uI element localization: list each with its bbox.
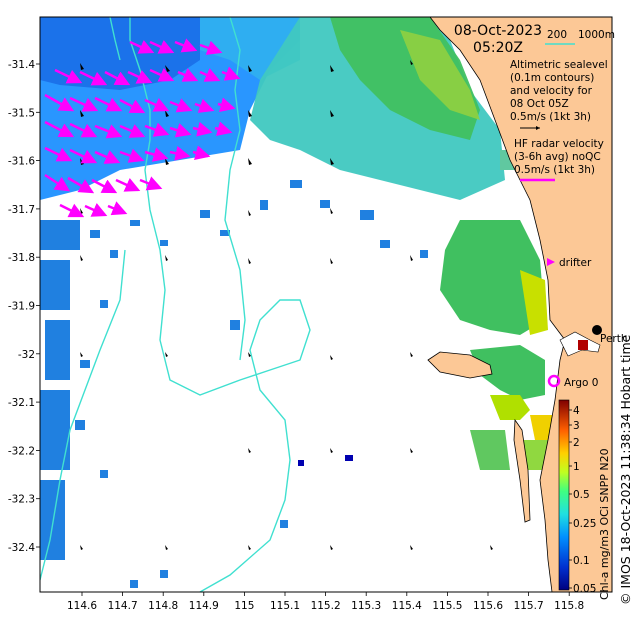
hf-legend-line2: (3-6h avg) noQC	[514, 151, 601, 163]
drifter-label: drifter	[559, 257, 592, 269]
colorbar-tick-label: 4	[573, 405, 580, 417]
perth-urban-marker	[578, 340, 588, 350]
x-tick-label: 115.1	[270, 600, 300, 612]
x-tick-label: 115.3	[351, 600, 381, 612]
x-tick-label: 115.2	[311, 600, 341, 612]
x-tick-label: 114.9	[189, 600, 219, 612]
rottnest-island	[427, 351, 493, 379]
colorbar-tick-label: 2	[573, 437, 580, 449]
y-tick-label: -32.2	[8, 445, 35, 457]
isobath-lines	[40, 17, 311, 592]
y-tick-label: -31.6	[8, 156, 35, 168]
altimetry-legend-line5: 0.5m/s (1kt 3h)	[510, 111, 591, 123]
x-axis: 114.6 114.7 114.8 114.9 115 115.1 115.2 115.3 11…	[67, 592, 584, 612]
colorbar	[558, 399, 570, 591]
perth-marker-icon	[592, 325, 602, 335]
y-tick-label: -31.9	[8, 301, 35, 313]
y-tick-label: -31.4	[8, 59, 35, 71]
altimetry-legend-line2: (0.1m contours)	[510, 72, 594, 84]
hf-legend-line3: 0.5m/s (1kt 3h)	[514, 164, 595, 176]
y-tick-label: -32.3	[8, 494, 35, 506]
x-tick-label: 114.8	[148, 600, 178, 612]
colorbar-tick-label: 0.5	[573, 489, 590, 501]
y-tick-label: -31.7	[8, 204, 35, 216]
altimetry-legend-line4: 08 Oct 05Z	[510, 98, 569, 110]
y-tick-label: -32.4	[8, 542, 35, 554]
argo-label: Argo 0	[564, 377, 598, 389]
hf-radar-legend: HF radar velocity (3-6h avg) noQC 0.5m/s…	[514, 138, 604, 182]
x-tick-label: 115.8	[554, 600, 584, 612]
y-tick-label: -32	[18, 349, 35, 361]
map-date: 08-Oct-2023	[454, 23, 542, 39]
altimetry-legend-line3: and velocity for	[510, 85, 593, 97]
drifter-icon	[547, 258, 555, 266]
perth-label: Perth	[600, 333, 628, 345]
colorbar-tick-label: 0.05	[573, 583, 596, 595]
x-tick-label: 115.7	[514, 600, 544, 612]
hf-legend-line1: HF radar velocity	[514, 138, 604, 150]
y-tick-label: -32.1	[8, 397, 35, 409]
isobath-1000-label: 1000m	[578, 29, 615, 41]
y-axis: -31.4 -31.5 -31.6 -31.7 -31.8 -31.9 -32 -32.1 -3…	[8, 59, 40, 554]
argo-marker-icon	[547, 374, 561, 388]
map-time: 05:20Z	[473, 40, 523, 56]
altimetry-arrows	[80, 60, 493, 550]
colorbar-tick-label: 0.25	[573, 518, 596, 530]
y-tick-label: -31.8	[8, 252, 35, 264]
x-tick-label: 115.4	[392, 600, 422, 612]
isobath-200-label: 200	[547, 29, 567, 41]
hf-radar-arrows	[44, 38, 241, 218]
altimetry-legend-line1: Altimetric sealevel	[510, 59, 608, 71]
x-tick-label: 114.6	[67, 600, 97, 612]
altimetry-scale-arrowhead	[536, 126, 540, 130]
colorbar-tick-label: 1	[573, 461, 580, 473]
colorbar-tick-label: 0.1	[573, 555, 590, 567]
x-tick-label: 114.7	[108, 600, 138, 612]
x-tick-label: 115.5	[432, 600, 462, 612]
colorbar-ticks: 4 3 2 1 0.5 0.25 0.1 0.05	[569, 405, 596, 595]
colorbar-tick-label: 3	[573, 420, 580, 432]
colorbar-label: Chl-a mg/m3 OCi SNPP N20	[598, 448, 611, 600]
x-tick-label: 115	[234, 600, 254, 612]
altimetry-legend: Altimetric sealevel (0.1m contours) and …	[510, 59, 608, 130]
x-tick-label: 115.6	[473, 600, 503, 612]
garden-island	[513, 418, 531, 523]
y-tick-label: -31.5	[8, 107, 35, 119]
credit-text: © IMOS 18-Oct-2023 11:38:34 Hobart time	[618, 334, 633, 605]
